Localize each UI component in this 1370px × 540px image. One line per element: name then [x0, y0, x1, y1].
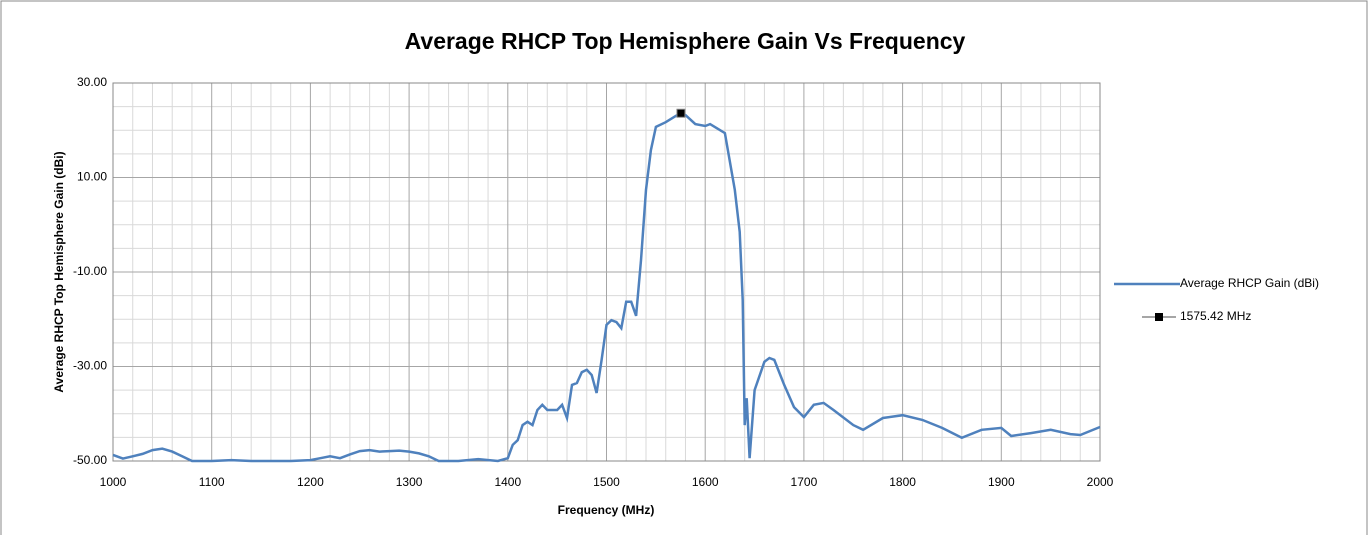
y-tick-label: 10.00	[77, 170, 107, 184]
y-tick-label: -30.00	[73, 359, 107, 373]
x-tick-label: 1700	[791, 475, 818, 489]
legend-marker	[1155, 313, 1163, 321]
chart-title: Average RHCP Top Hemisphere Gain Vs Freq…	[405, 28, 966, 54]
y-axis-label: Average RHCP Top Hemisphere Gain (dBi)	[52, 151, 66, 392]
x-tick-label: 1900	[988, 475, 1015, 489]
x-tick-label: 1800	[889, 475, 916, 489]
legend-label: Average RHCP Gain (dBi)	[1180, 276, 1319, 290]
plot-border	[112, 82, 1101, 462]
y-tick-label: -10.00	[73, 264, 107, 278]
series-line	[112, 111, 1101, 463]
point-marker	[676, 108, 686, 118]
x-tick-label: 1100	[199, 475, 225, 489]
x-tick-label: 1000	[100, 475, 127, 489]
x-tick-label: 1600	[692, 475, 719, 489]
x-tick-label: 1500	[593, 475, 620, 489]
x-tick-label: 2000	[1087, 475, 1114, 489]
x-axis-label: Frequency (MHz)	[558, 503, 655, 517]
x-tick-label: 1200	[297, 475, 324, 489]
y-tick-label: 30.00	[77, 75, 107, 89]
legend-label: 1575.42 MHz	[1180, 309, 1251, 323]
y-tick-label: -50.00	[73, 453, 107, 467]
x-tick-label: 1300	[396, 475, 423, 489]
x-tick-label: 1400	[494, 475, 521, 489]
